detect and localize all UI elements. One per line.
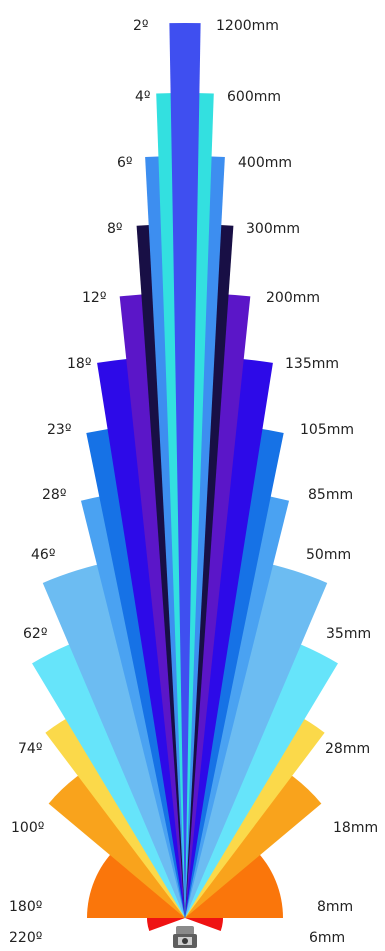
focal-length-label: 200mm: [266, 290, 320, 306]
angle-label: 8º: [107, 221, 123, 237]
wedge-layer: [32, 23, 338, 931]
angle-label: 220º: [9, 930, 42, 946]
angle-label: 4º: [135, 89, 151, 105]
angle-label: 180º: [9, 899, 42, 915]
focal-length-label: 35mm: [326, 626, 371, 642]
focal-length-label: 400mm: [238, 155, 292, 171]
angle-label: 18º: [67, 356, 91, 372]
angle-label: 100º: [11, 820, 44, 836]
camera-icon: [173, 926, 197, 948]
focal-length-label: 1200mm: [216, 18, 279, 34]
focal-length-label: 135mm: [285, 356, 339, 372]
focal-length-label: 85mm: [308, 487, 353, 503]
angle-label: 62º: [23, 626, 47, 642]
focal-length-label: 300mm: [246, 221, 300, 237]
focal-length-label: 50mm: [306, 547, 351, 563]
focal-length-label: 18mm: [333, 820, 378, 836]
angle-label: 12º: [82, 290, 106, 306]
focal-length-label: 6mm: [309, 930, 345, 946]
label-layer: 2º 1200mm 4º 600mm 6º 400mm 8º 300mm 12º 200mm 18º…: [9, 18, 378, 946]
focal-length-label: 105mm: [300, 422, 354, 438]
fov-wedge-1200mm: [169, 23, 201, 918]
angle-label: 6º: [117, 155, 133, 171]
angle-label: 46º: [31, 547, 55, 563]
angle-label: 28º: [42, 487, 66, 503]
angle-label: 2º: [133, 18, 149, 34]
focal-length-label: 8mm: [317, 899, 353, 915]
angle-label: 23º: [47, 422, 71, 438]
focal-length-label: 28mm: [325, 741, 370, 757]
focal-length-label: 600mm: [227, 89, 281, 105]
angle-label: 74º: [18, 741, 42, 757]
